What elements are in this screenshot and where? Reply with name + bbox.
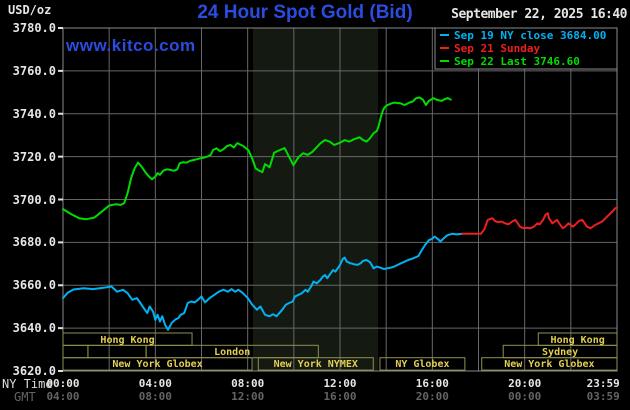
y-tick-label: 3760.0 [12,63,56,78]
session-label: London [214,346,251,358]
session-label: New York Globex [504,359,595,371]
x-tick-label-ny: 00:00 [46,377,80,390]
session-label: Hong Kong [550,334,605,346]
legend-dash-icon [440,60,449,62]
session-label: Sydney [542,346,579,358]
legend-item-sep21: Sep 21 Sunday [440,42,540,55]
x-tick-label-ny: 23:59 [586,377,620,390]
ny-time-axis-label: NY Time [2,377,53,391]
y-tick-label: 3640.0 [12,321,56,336]
legend-item-sep22: Sep 22 Last 3746.60 [440,55,580,68]
x-tick-label-ny: 04:00 [138,377,172,390]
x-tick-label-gmt: 00:00 [508,390,542,403]
x-tick-label-gmt: 04:00 [46,390,80,403]
y-tick-label: 3680.0 [12,235,56,250]
legend-label: Sep 22 Last 3746.60 [454,54,580,68]
gmt-axis-label: GMT [14,390,36,404]
session-box [62,344,89,359]
session-box [62,357,253,371]
session-box [87,344,147,359]
session-label: Hong Kong [100,334,155,346]
legend-item-sep19: Sep 19 NY close 3684.00 [440,29,606,42]
price-line-sep19-close [62,232,464,331]
legend-label: Sep 21 Sunday [454,41,541,55]
x-tick-label-ny: 08:00 [231,377,265,390]
x-tick-label-gmt: 03:59 [586,390,620,403]
x-tick-label-ny: 16:00 [415,377,449,390]
legend-label: Sep 19 NY close 3684.00 [454,28,607,42]
session-label: New York Globex [112,359,203,371]
session-box [257,357,374,371]
y-tick-label: 3700.0 [12,192,56,207]
datetime-stamp: September 22, 2025 16:40 [451,7,627,22]
y-tick-label: 3780.0 [12,21,56,35]
x-tick-label-ny: 12:00 [323,377,357,390]
x-tick-label-gmt: 08:00 [138,390,172,403]
y-axis-unit-label: USD/oz [8,3,52,17]
y-tick-label: 3660.0 [12,278,56,293]
session-box [481,357,618,371]
x-tick-label-gmt: 16:00 [323,390,357,403]
session-label: New York NYMEX [273,359,358,371]
session-box [379,357,466,371]
price-line-sep22-current [62,96,452,221]
kitco-watermark: www.kitco.com [66,36,196,55]
price-line-sep21-sunday [461,206,618,235]
y-tick-label: 3720.0 [12,149,56,164]
y-tick-label: 3620.0 [12,364,56,378]
x-tick-label-gmt: 12:00 [231,390,265,403]
x-tick-label-ny: 20:00 [508,377,542,390]
chart-title: 24 Hour Spot Gold (Bid) [197,2,413,23]
session-label: NY Globex [395,359,450,371]
legend-dash-icon [440,47,449,49]
legend-box [434,27,618,70]
legend-dash-icon [440,34,449,36]
y-tick-label: 3740.0 [12,106,56,121]
x-tick-label-gmt: 20:00 [415,390,449,403]
